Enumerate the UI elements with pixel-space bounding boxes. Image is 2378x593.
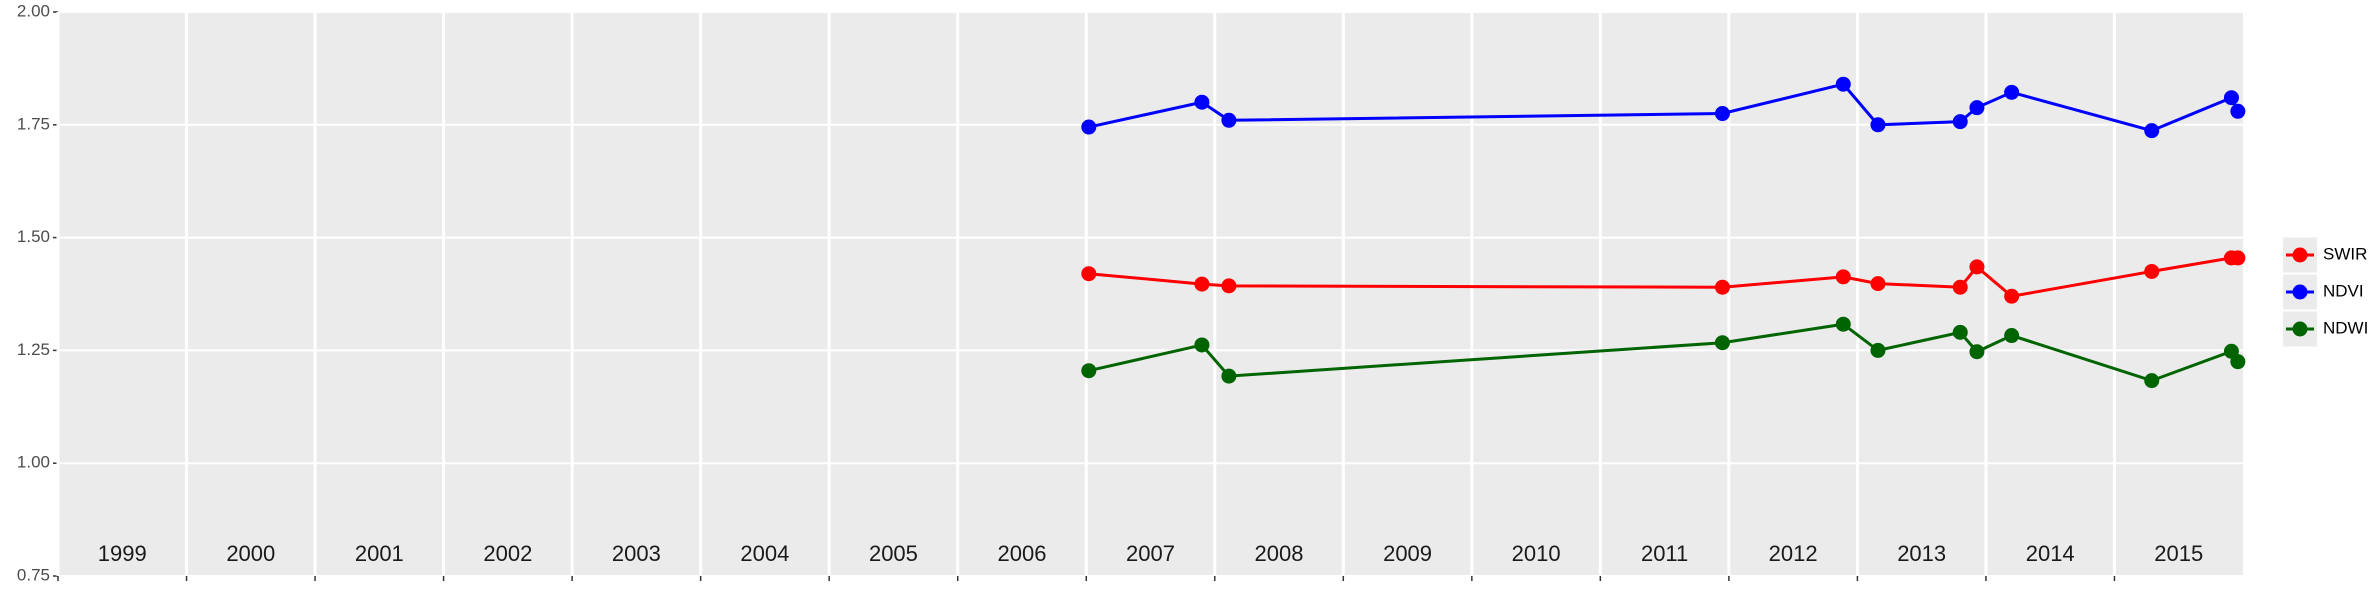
data-point	[1714, 106, 1730, 122]
data-point	[1969, 344, 1985, 360]
data-point	[2230, 103, 2246, 119]
data-point	[1969, 259, 1985, 275]
y-tick-label: 1.25	[17, 340, 50, 359]
data-point	[1194, 337, 1210, 353]
data-point	[1221, 112, 1237, 128]
x-tick-label: 2005	[869, 541, 918, 566]
y-tick-label: 2.00	[17, 1, 50, 20]
data-point	[1835, 76, 1851, 92]
x-tick-label: 2012	[1769, 541, 1818, 566]
data-point	[1835, 316, 1851, 332]
data-point	[1870, 342, 1886, 358]
legend-point	[2292, 284, 2308, 300]
data-point	[1081, 119, 1097, 135]
data-point	[2004, 288, 2020, 304]
data-point	[2144, 373, 2160, 389]
x-tick-label: 1999	[98, 541, 147, 566]
data-point	[2004, 84, 2020, 100]
data-point	[1194, 94, 1210, 110]
data-point	[2004, 328, 2020, 344]
x-tick-label: 2011	[1641, 541, 1688, 566]
y-tick-label: 1.75	[17, 114, 50, 133]
data-point	[1835, 269, 1851, 285]
legend-point	[2292, 321, 2308, 337]
data-point	[1952, 324, 1968, 340]
x-tick-label: 2006	[997, 541, 1046, 566]
x-tick-label: 2001	[355, 541, 404, 566]
data-point	[1221, 368, 1237, 384]
y-tick-label: 1.00	[17, 453, 50, 472]
x-tick-label: 2014	[2026, 541, 2075, 566]
data-point	[1870, 117, 1886, 133]
legend-label: NDWI	[2323, 318, 2368, 337]
x-tick-label: 2009	[1383, 541, 1432, 566]
y-tick-label: 1.50	[17, 227, 50, 246]
panel	[58, 12, 2243, 576]
x-tick-label: 2013	[1897, 541, 1946, 566]
x-tick-label: 2004	[740, 541, 789, 566]
legend-point	[2292, 247, 2308, 263]
data-point	[2144, 123, 2160, 139]
x-tick-label: 2007	[1126, 541, 1175, 566]
data-point	[2144, 263, 2160, 279]
x-tick-label: 2003	[612, 541, 661, 566]
data-point	[1081, 266, 1097, 282]
legend-label: NDVI	[2323, 281, 2364, 300]
x-tick-label: 2000	[226, 541, 275, 566]
x-tick-label: 2015	[2154, 541, 2203, 566]
data-point	[1952, 279, 1968, 295]
data-point	[1714, 335, 1730, 351]
data-point	[2230, 354, 2246, 370]
x-tick-label: 2010	[1512, 541, 1561, 566]
data-point	[1952, 114, 1968, 130]
data-point	[2230, 250, 2246, 266]
x-tick-label: 2008	[1255, 541, 1304, 566]
y-tick-label: 0.75	[17, 565, 50, 584]
data-point	[2223, 90, 2239, 106]
data-point	[1969, 100, 1985, 116]
data-point	[1870, 276, 1886, 292]
data-point	[1081, 363, 1097, 379]
data-point	[1194, 276, 1210, 292]
legend-label: SWIR	[2323, 244, 2367, 263]
data-point	[1714, 279, 1730, 295]
x-tick-label: 2002	[483, 541, 532, 566]
data-point	[1221, 278, 1237, 294]
